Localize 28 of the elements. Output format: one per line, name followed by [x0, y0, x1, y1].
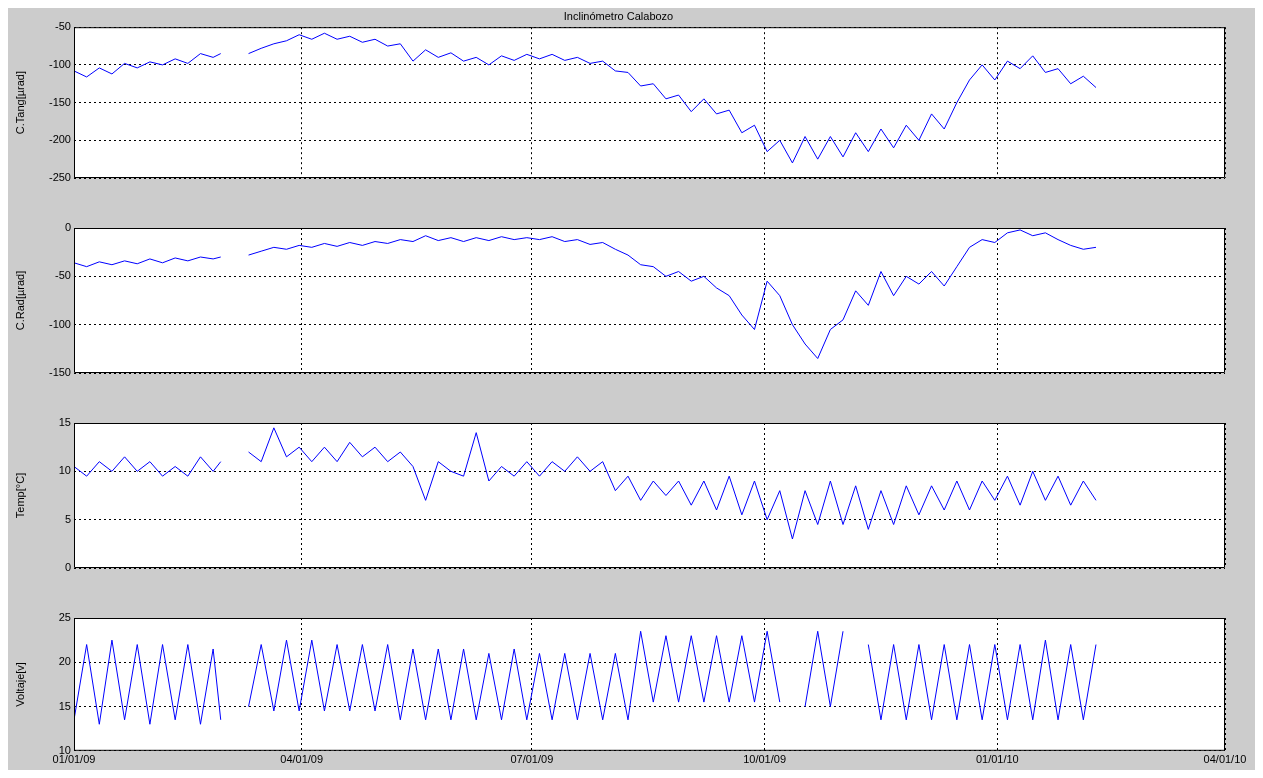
y-axis-title: Temp[°C]: [13, 472, 26, 519]
y-tick-label: 0: [64, 221, 71, 234]
y-axis-title: C.Tang[µrad]: [13, 71, 26, 135]
x-tick-label: 07/01/09: [510, 753, 554, 766]
y-axis-title: C.Rad[µrad]: [13, 270, 26, 331]
x-tick-label: 04/01/09: [280, 753, 324, 766]
y-tick-label: 0: [64, 561, 71, 574]
y-tick-label: 5: [64, 512, 71, 525]
y-tick-label: 10: [58, 743, 71, 756]
y-tick-label: 15: [58, 416, 71, 429]
y-tick-label: -150: [48, 366, 71, 379]
y-tick-label: -200: [48, 133, 71, 146]
x-tick-label: 10/01/09: [743, 753, 787, 766]
x-tick-label: 01/01/10: [975, 753, 1019, 766]
y-axis-title: Voltaje[v]: [13, 662, 26, 707]
chart-title: Inclinómetro Calabozo: [563, 9, 674, 22]
y-tick-label: -250: [48, 171, 71, 184]
y-tick-label: -50: [55, 20, 71, 33]
x-tick-label: 04/01/10: [1203, 753, 1247, 766]
y-tick-label: 25: [58, 611, 71, 624]
y-tick-label: -100: [48, 317, 71, 330]
y-tick-label: -100: [48, 57, 71, 70]
y-tick-label: 10: [58, 464, 71, 477]
x-tick-label: 01/01/09: [52, 753, 96, 766]
y-tick-label: -150: [48, 95, 71, 108]
y-tick-label: 15: [58, 699, 71, 712]
y-tick-label: -50: [55, 269, 71, 282]
y-tick-label: 20: [58, 655, 71, 668]
